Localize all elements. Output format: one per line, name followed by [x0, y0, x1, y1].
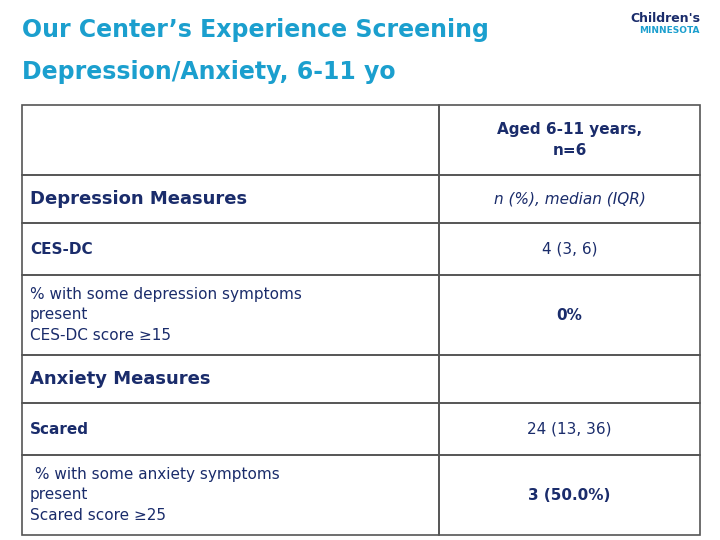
Bar	[439, 223, 700, 275]
Text: CES-DC: CES-DC	[30, 241, 93, 256]
Bar	[439, 175, 700, 223]
Text: n (%), median (IQR): n (%), median (IQR)	[493, 192, 645, 206]
Bar	[439, 275, 700, 355]
Text: Depression Measures: Depression Measures	[30, 190, 247, 208]
Bar	[439, 105, 700, 175]
Text: Our Center’s Experience Screening: Our Center’s Experience Screening	[22, 18, 489, 42]
Text: Children's: Children's	[630, 12, 700, 25]
Bar	[22, 355, 439, 403]
Bar	[439, 403, 700, 455]
Text: Anxiety Measures: Anxiety Measures	[30, 370, 210, 388]
Text: 0%: 0%	[557, 307, 582, 322]
Bar	[22, 455, 439, 535]
Text: 4 (3, 6): 4 (3, 6)	[541, 241, 597, 256]
Text: % with some depression symptoms
present
CES-DC score ≥15: % with some depression symptoms present …	[30, 287, 302, 343]
Bar	[439, 455, 700, 535]
Text: Aged 6-11 years,
n=6: Aged 6-11 years, n=6	[497, 122, 642, 158]
Text: Depression/Anxiety, 6-11 yo: Depression/Anxiety, 6-11 yo	[22, 60, 395, 84]
Text: % with some anxiety symptoms
present
Scared score ≥25: % with some anxiety symptoms present Sca…	[30, 467, 280, 523]
Text: 3 (50.0%): 3 (50.0%)	[528, 488, 611, 503]
Bar	[22, 403, 439, 455]
Text: Scared: Scared	[30, 422, 89, 436]
Bar	[22, 105, 439, 175]
Bar	[22, 275, 439, 355]
Text: 24 (13, 36): 24 (13, 36)	[527, 422, 612, 436]
Bar	[22, 223, 439, 275]
Bar	[439, 355, 700, 403]
Text: MINNESOTA: MINNESOTA	[639, 26, 700, 35]
Bar	[22, 175, 439, 223]
